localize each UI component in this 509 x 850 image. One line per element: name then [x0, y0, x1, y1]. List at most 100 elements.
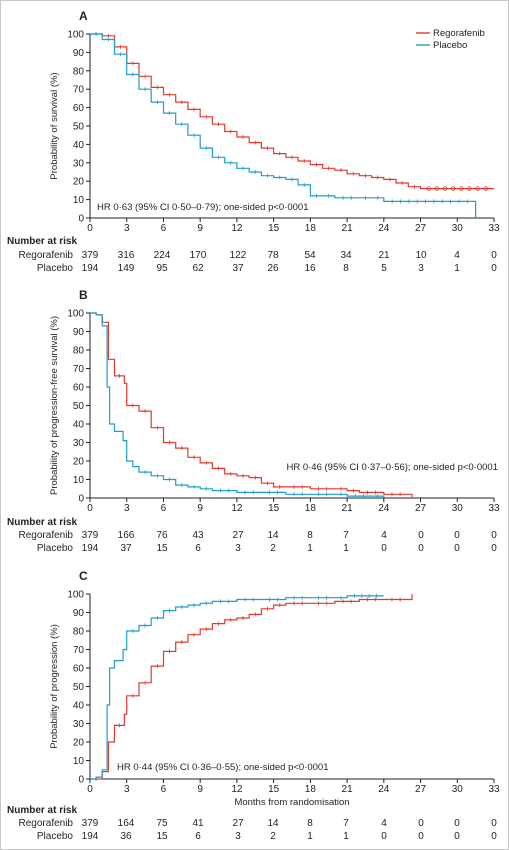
x-tick-label: 15 — [268, 784, 280, 795]
risk-cell: 0 — [491, 250, 497, 261]
x-tick-label: 18 — [305, 784, 317, 795]
risk-cell: 3 — [235, 831, 241, 842]
risk-cell: 0 — [491, 543, 497, 554]
risk-cell: 78 — [267, 250, 279, 261]
y-tick-label: 50 — [73, 682, 85, 693]
censor-marks-placebo — [132, 593, 377, 633]
risk-cell: 194 — [82, 831, 99, 842]
risk-cell: 15 — [156, 543, 168, 554]
y-tick-label: 70 — [73, 85, 85, 96]
risk-cell: 2 — [270, 543, 276, 554]
x-tick-label: 6 — [161, 503, 167, 514]
x-tick-label: 15 — [268, 223, 280, 234]
risk-cell: 1 — [307, 831, 313, 842]
risk-cell: 0 — [491, 530, 497, 541]
risk-cell: 34 — [340, 250, 352, 261]
risk-cell: 3 — [235, 543, 241, 554]
risk-cell: 62 — [192, 263, 204, 274]
x-axis-title: Months from randomisation — [234, 797, 349, 808]
risk-cell: 95 — [156, 263, 168, 274]
censor-mark — [467, 186, 472, 191]
risk-cell: 14 — [267, 818, 279, 829]
y-tick-label: 60 — [73, 383, 85, 394]
x-tick-label: 12 — [231, 784, 243, 795]
censor-mark — [475, 186, 480, 191]
y-tick-label: 10 — [73, 195, 85, 206]
y-tick-label: 50 — [73, 401, 85, 412]
y-tick-label: 0 — [78, 494, 84, 505]
risk-cell: 0 — [418, 530, 424, 541]
y-tick-label: 70 — [73, 645, 85, 656]
risk-cell: 0 — [381, 831, 387, 842]
risk-cell: 166 — [118, 530, 135, 541]
x-tick-label: 0 — [87, 784, 93, 795]
x-tick-label: 3 — [124, 784, 130, 795]
y-tick-label: 0 — [78, 775, 84, 786]
risk-cell: 2 — [270, 831, 276, 842]
y-tick-label: 40 — [73, 140, 85, 151]
risk-cell: 76 — [156, 530, 168, 541]
risk-cell: 0 — [454, 831, 460, 842]
y-axis-title: Probability of progression-free survival… — [49, 316, 60, 495]
x-tick-label: 24 — [378, 503, 390, 514]
risk-cell: 194 — [82, 543, 99, 554]
x-tick-label: 6 — [161, 223, 167, 234]
risk-cell: 0 — [454, 818, 460, 829]
series-line-placebo — [90, 33, 477, 218]
x-tick-label: 9 — [197, 503, 203, 514]
y-tick-label: 90 — [73, 608, 85, 619]
y-tick-label: 20 — [73, 457, 85, 468]
risk-cell: 4 — [381, 818, 387, 829]
y-tick-label: 20 — [73, 738, 85, 749]
risk-cell: 194 — [82, 263, 99, 274]
series-line-regorafenib — [90, 33, 494, 190]
risk-cell: 379 — [82, 250, 99, 261]
y-tick-label: 90 — [73, 48, 85, 59]
series-line-placebo — [90, 595, 384, 780]
censor-marks-placebo — [95, 32, 468, 204]
x-tick-label: 30 — [452, 503, 464, 514]
legend-label-placebo: Placebo — [433, 40, 467, 51]
risk-cell: 379 — [82, 818, 99, 829]
risk-cell: 8 — [307, 818, 313, 829]
risk-cell: 26 — [267, 263, 279, 274]
y-axis-title: Probability of survival (%) — [49, 72, 60, 179]
x-tick-label: 0 — [87, 503, 93, 514]
risk-cell: 0 — [454, 543, 460, 554]
x-tick-label: 30 — [452, 223, 464, 234]
risk-table-title: Number at risk — [7, 236, 77, 247]
risk-row-label: Regorafenib — [19, 250, 74, 261]
x-tick-label: 24 — [378, 223, 390, 234]
risk-cell: 4 — [454, 250, 460, 261]
risk-table-title: Number at risk — [7, 805, 77, 816]
x-tick-label: 33 — [488, 784, 500, 795]
risk-cell: 8 — [307, 530, 313, 541]
x-tick-label: 27 — [415, 784, 427, 795]
y-tick-label: 80 — [73, 66, 85, 77]
y-tick-label: 50 — [73, 122, 85, 133]
y-axis-title: Probability of progression (%) — [49, 624, 60, 749]
risk-cell: 0 — [418, 543, 424, 554]
risk-cell: 75 — [156, 818, 168, 829]
series-line-placebo — [90, 312, 385, 498]
censor-marks-regorafenib — [118, 373, 401, 497]
y-tick-label: 30 — [73, 438, 85, 449]
x-tick-label: 3 — [124, 503, 130, 514]
censor-mark — [442, 186, 448, 191]
censor-marks-regorafenib — [95, 32, 489, 191]
y-tick-label: 10 — [73, 756, 85, 767]
x-tick-label: 18 — [305, 503, 317, 514]
risk-cell: 10 — [415, 250, 427, 261]
y-tick-label: 20 — [73, 177, 85, 188]
hazard-ratio-annotation: HR 0·44 (95% CI 0·36–0·55); one-sided p<… — [117, 762, 329, 773]
risk-cell: 0 — [418, 818, 424, 829]
risk-cell: 1 — [307, 543, 313, 554]
y-tick-label: 40 — [73, 701, 85, 712]
panel-letter: B — [79, 288, 88, 302]
risk-cell: 0 — [491, 263, 497, 274]
y-tick-label: 0 — [78, 214, 84, 225]
x-tick-label: 9 — [197, 784, 203, 795]
